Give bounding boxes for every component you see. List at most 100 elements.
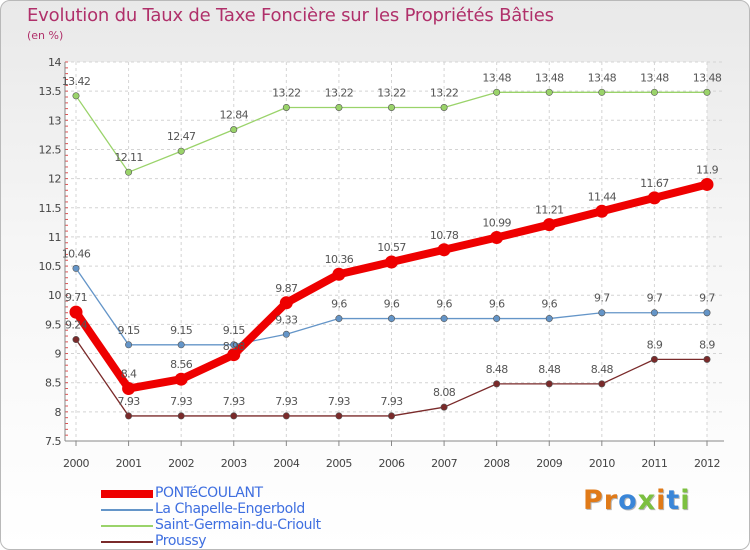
legend-swatch <box>101 541 153 543</box>
data-point <box>703 355 711 363</box>
y-tick-label: 10 <box>48 289 61 302</box>
data-point <box>279 296 293 310</box>
data-label: 9.6 <box>331 298 347 311</box>
legend-swatch <box>101 525 153 527</box>
data-label: 7.93 <box>118 395 141 408</box>
data-label: 13.48 <box>640 71 669 84</box>
data-label: 9.15 <box>118 324 141 337</box>
data-label: 11.67 <box>640 177 669 190</box>
data-point <box>387 412 395 420</box>
data-label: 10.36 <box>325 253 354 266</box>
data-label: 12.47 <box>167 130 196 143</box>
data-label: 12.84 <box>220 109 249 122</box>
logo-letter: i <box>680 485 691 516</box>
data-label: 13.22 <box>430 86 459 99</box>
data-point <box>122 382 136 396</box>
data-label: 8.48 <box>486 363 509 376</box>
data-point <box>227 348 241 362</box>
data-point <box>440 103 448 111</box>
y-tick-label: 11.5 <box>39 202 62 215</box>
data-point <box>647 191 661 205</box>
y-tick-label: 12.5 <box>39 143 62 156</box>
x-tick-label: 2011 <box>641 457 667 470</box>
data-point <box>387 103 395 111</box>
data-point <box>230 341 238 349</box>
data-label: 11.21 <box>535 204 564 217</box>
data-point <box>598 380 606 388</box>
x-tick-label: 2003 <box>221 457 247 470</box>
data-label: 10.99 <box>482 217 511 230</box>
logo-letter: x <box>637 485 657 516</box>
chart-title: Evolution du Taux de Taxe Foncière sur l… <box>27 5 554 26</box>
data-label: 12.11 <box>114 151 143 164</box>
data-point <box>385 255 398 269</box>
data-label: 9.6 <box>541 298 557 311</box>
data-point <box>282 412 290 420</box>
y-tick-label: 14 <box>48 56 61 69</box>
data-label: 13.48 <box>693 71 722 84</box>
data-point <box>177 341 185 349</box>
data-label: 13.42 <box>62 75 91 88</box>
data-point <box>282 330 290 338</box>
logo-letter: P <box>583 485 604 516</box>
x-tick-label: 2012 <box>694 457 720 470</box>
data-point <box>72 336 80 344</box>
data-label: 8.9 <box>699 338 715 351</box>
data-label: 9.7 <box>699 292 715 305</box>
data-point <box>332 267 346 281</box>
legend-swatch <box>101 490 153 498</box>
data-point <box>335 103 343 111</box>
data-point <box>493 315 501 323</box>
data-point <box>440 403 448 411</box>
data-point <box>230 126 238 134</box>
x-tick-label: 2009 <box>536 457 562 470</box>
proxiti-logo: Proxiti <box>583 485 691 516</box>
x-tick-label: 2008 <box>484 457 510 470</box>
data-point <box>125 168 133 176</box>
data-point <box>542 218 556 232</box>
x-tick-label: 2004 <box>273 457 299 470</box>
data-point <box>598 309 606 317</box>
logo-letter: r <box>603 485 619 516</box>
data-label: 13.22 <box>325 86 354 99</box>
data-point <box>177 412 185 420</box>
data-point <box>72 264 80 272</box>
data-point <box>440 315 448 323</box>
data-point <box>177 147 185 155</box>
y-tick-label: 9 <box>55 348 62 361</box>
x-tick-label: 2010 <box>589 457 615 470</box>
data-point <box>125 412 133 420</box>
data-label: 13.48 <box>535 71 564 84</box>
data-label: 7.93 <box>328 395 351 408</box>
logo-letter: i <box>656 485 667 516</box>
data-label: 9.87 <box>275 282 298 295</box>
data-label: 8.48 <box>538 363 561 376</box>
data-point <box>703 309 711 317</box>
data-label: 8.4 <box>121 368 137 381</box>
legend-label: Proussy <box>155 533 207 549</box>
legend-swatch <box>101 509 153 511</box>
legend-label: La Chapelle-Engerbold <box>155 501 305 517</box>
data-label: 8.08 <box>433 386 456 399</box>
data-label: 9.7 <box>594 292 610 305</box>
y-tick-label: 13.5 <box>39 85 62 98</box>
data-point <box>545 380 553 388</box>
data-label: 9.7 <box>647 292 663 305</box>
data-label: 7.93 <box>170 395 193 408</box>
data-label: 9.24 <box>65 319 88 332</box>
y-tick-label: 10.5 <box>39 260 62 273</box>
data-point <box>335 412 343 420</box>
data-label: 10.78 <box>430 229 459 242</box>
data-point <box>545 88 553 96</box>
data-label: 7.93 <box>223 395 246 408</box>
data-point <box>230 412 238 420</box>
legend-label: Saint-Germain-du-Crioult <box>155 517 321 533</box>
data-label: 13.22 <box>377 86 406 99</box>
data-label: 9.6 <box>489 298 505 311</box>
data-point <box>335 315 343 323</box>
data-label: 13.48 <box>482 71 511 84</box>
data-label: 9.6 <box>384 298 400 311</box>
data-point <box>125 341 133 349</box>
logo-letter: o <box>618 485 638 516</box>
